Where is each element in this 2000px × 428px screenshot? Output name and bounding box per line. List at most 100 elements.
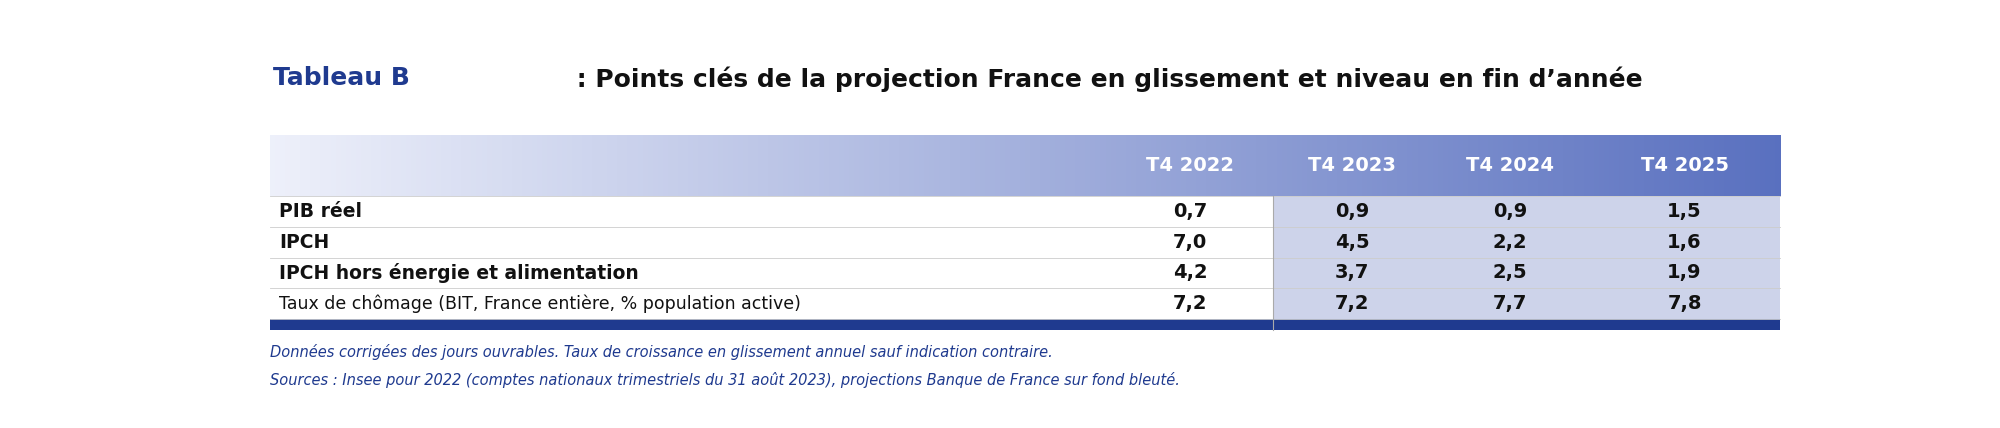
Bar (1236, 135, 1242, 196)
Bar (612, 135, 618, 196)
Bar (788, 135, 796, 196)
Bar (320, 135, 328, 196)
Bar (1402, 135, 1410, 196)
Bar (1660, 135, 1666, 196)
Bar (1130, 135, 1138, 196)
Text: PIB réel: PIB réel (280, 202, 362, 221)
Bar (758, 135, 764, 196)
Bar (930, 135, 936, 196)
Bar (1196, 135, 1202, 196)
Bar (492, 135, 498, 196)
Bar (1634, 135, 1640, 196)
Bar (1066, 135, 1072, 196)
Bar (1332, 135, 1338, 196)
Bar (658, 135, 664, 196)
Bar (1004, 135, 1012, 196)
Bar (1126, 135, 1132, 196)
Bar (1468, 135, 1474, 196)
Bar (1212, 135, 1218, 196)
Bar (1418, 135, 1424, 196)
Bar (366, 135, 372, 196)
Bar (994, 135, 1002, 196)
Bar (628, 135, 634, 196)
Bar (874, 135, 880, 196)
Bar (1372, 135, 1378, 196)
Bar (1432, 135, 1440, 196)
Bar (472, 135, 478, 196)
Bar (910, 135, 916, 196)
Bar (1352, 135, 1358, 196)
Bar (572, 135, 578, 196)
Bar (442, 135, 448, 196)
Bar (848, 135, 856, 196)
Bar (446, 135, 452, 196)
Bar (1046, 135, 1052, 196)
Bar (1312, 135, 1318, 196)
Bar (270, 319, 1780, 330)
Bar (1482, 135, 1490, 196)
Bar (386, 135, 392, 196)
Bar (1282, 135, 1288, 196)
Bar (582, 135, 588, 196)
Bar (1594, 135, 1600, 196)
Bar (1262, 135, 1268, 196)
Bar (950, 135, 956, 196)
Bar (1664, 135, 1670, 196)
Bar (1206, 135, 1212, 196)
Bar (1472, 135, 1480, 196)
Bar (296, 135, 302, 196)
Bar (1574, 135, 1580, 196)
Bar (1266, 135, 1274, 196)
Bar (1090, 135, 1098, 196)
Bar (1338, 135, 1344, 196)
Bar (1242, 135, 1248, 196)
Bar (1392, 135, 1398, 196)
Bar (724, 135, 730, 196)
Bar (900, 135, 906, 196)
Bar (482, 135, 488, 196)
Bar (1478, 135, 1484, 196)
Bar (400, 135, 408, 196)
Text: : Points clés de la projection France en glissement et niveau en fin d’année: : Points clés de la projection France en… (568, 66, 1642, 92)
Bar (734, 135, 740, 196)
Bar (698, 135, 704, 196)
Bar (380, 135, 388, 196)
Bar (914, 135, 920, 196)
Bar (1056, 135, 1062, 196)
Bar (1462, 135, 1470, 196)
Bar (1096, 135, 1102, 196)
Bar (1638, 135, 1646, 196)
Bar (1160, 135, 1168, 196)
Bar (462, 135, 468, 196)
Bar (1644, 135, 1650, 196)
Text: 1,9: 1,9 (1668, 264, 1702, 282)
Bar (592, 135, 598, 196)
Bar (1710, 135, 1716, 196)
Bar (1438, 135, 1444, 196)
Bar (456, 135, 462, 196)
Bar (1700, 135, 1706, 196)
Bar (1306, 135, 1314, 196)
Text: 4,2: 4,2 (1172, 264, 1208, 282)
Bar (838, 135, 846, 196)
Bar (326, 135, 332, 196)
Bar (1274, 288, 1780, 319)
Bar (1670, 135, 1676, 196)
Bar (1704, 135, 1710, 196)
Bar (1192, 135, 1198, 196)
Bar (1170, 135, 1178, 196)
Bar (1628, 135, 1636, 196)
Bar (578, 135, 584, 196)
Bar (774, 135, 780, 196)
Bar (436, 135, 442, 196)
Bar (1408, 135, 1414, 196)
Bar (422, 135, 428, 196)
Bar (270, 288, 1274, 319)
Bar (412, 135, 418, 196)
Bar (1326, 135, 1334, 196)
Bar (290, 135, 296, 196)
Text: 1,5: 1,5 (1668, 202, 1702, 221)
Bar (1040, 135, 1046, 196)
Bar (1362, 135, 1368, 196)
Bar (1080, 135, 1086, 196)
